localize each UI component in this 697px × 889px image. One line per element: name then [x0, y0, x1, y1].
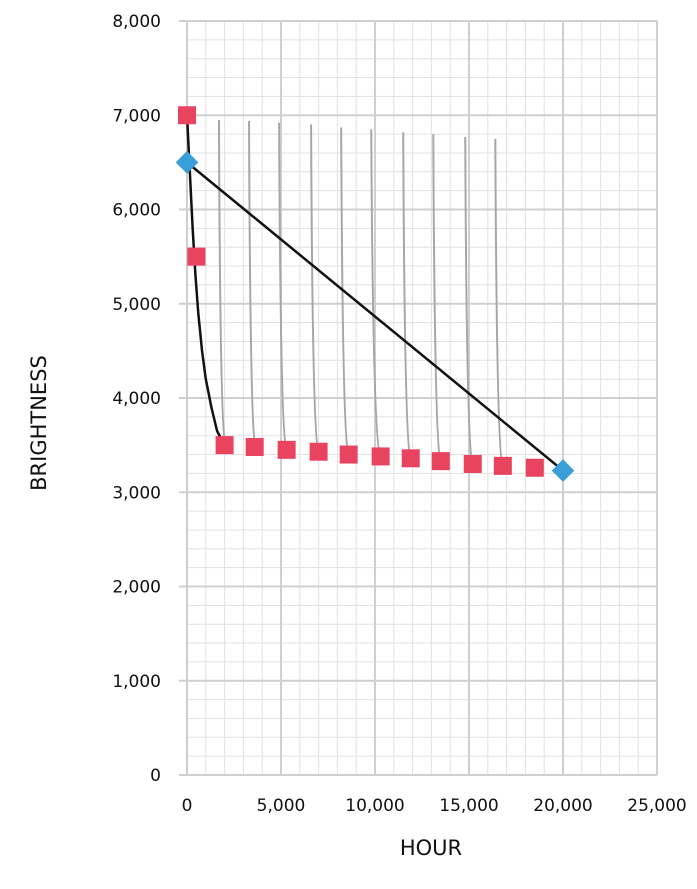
data-markers	[175, 106, 575, 482]
square-point	[525, 458, 544, 477]
main-line	[185, 115, 226, 446]
x-tick-label: 15,000	[439, 796, 498, 816]
square-point	[178, 106, 196, 125]
main-lines	[185, 115, 564, 472]
square-point	[187, 247, 206, 266]
x-tick-label: 5,000	[257, 796, 306, 816]
diamond-point	[551, 459, 575, 482]
square-point	[339, 445, 358, 464]
square-point	[309, 442, 328, 461]
decay-curve	[432, 134, 442, 462]
main-line	[186, 161, 564, 472]
y-axis-tick-labels: 0 1,000 2,000 3,000 4,000 5,000 6,000 7,000 8,00…	[112, 12, 161, 786]
square-point	[277, 440, 296, 459]
square-point	[215, 436, 234, 455]
y-tick-label: 2,000	[112, 578, 161, 598]
square-point	[493, 456, 512, 475]
square-point	[431, 452, 450, 471]
y-tick-label: 7,000	[112, 106, 161, 126]
y-axis-title: BRIGHTNESS	[27, 355, 51, 491]
y-tick-label: 3,000	[112, 483, 161, 503]
square-point	[463, 454, 482, 473]
y-tick-label: 6,000	[112, 201, 161, 221]
x-axis-tick-labels: 0 5,000 10,000 15,000 20,000 25,000	[182, 796, 687, 816]
y-tick-label: 8,000	[112, 12, 161, 32]
square-point	[401, 449, 420, 468]
x-axis-title: HOUR	[400, 836, 462, 860]
y-tick-label: 1,000	[112, 672, 161, 692]
square-point	[371, 447, 390, 466]
x-tick-label: 25,000	[627, 796, 686, 816]
y-tick-label: 0	[150, 766, 161, 786]
decay-curve	[402, 132, 412, 459]
decay-curve	[310, 124, 320, 453]
y-tick-label: 5,000	[112, 295, 161, 315]
x-tick-label: 0	[182, 796, 193, 816]
y-tick-label: 4,000	[112, 389, 161, 409]
x-tick-label: 20,000	[533, 796, 592, 816]
major-gridlines	[179, 20, 658, 776]
x-tick-label: 10,000	[345, 796, 404, 816]
square-point	[245, 438, 264, 457]
